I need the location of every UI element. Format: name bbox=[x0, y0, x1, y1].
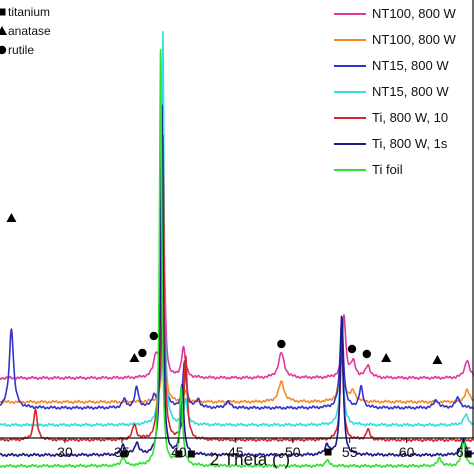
square-marker bbox=[187, 450, 195, 458]
legend-label: Ti foil bbox=[372, 162, 403, 177]
phase-key-label: rutile bbox=[8, 43, 34, 57]
x-tick-label: 30 bbox=[57, 444, 73, 460]
phase-key-triangle-marker bbox=[0, 26, 7, 35]
legend: NT100, 800 W NT100, 800 W NT15, 800 W NT15,… bbox=[334, 6, 457, 177]
series-line bbox=[0, 30, 474, 428]
x-tick-label: 55 bbox=[342, 444, 358, 460]
x-tick-label: 45 bbox=[228, 444, 244, 460]
series-line bbox=[0, 290, 474, 405]
phase-key-circle-marker bbox=[0, 45, 7, 55]
triangle-marker bbox=[6, 213, 17, 222]
square-marker bbox=[120, 450, 128, 458]
phase-key-square-marker bbox=[0, 8, 6, 16]
phase-markers bbox=[6, 213, 472, 458]
x-tick-label: 50 bbox=[285, 444, 301, 460]
circle-marker bbox=[138, 348, 147, 358]
square-marker bbox=[175, 450, 183, 458]
x-tick-label: 40 bbox=[171, 444, 187, 460]
phase-key-label: titanium bbox=[8, 5, 50, 19]
circle-marker bbox=[277, 339, 286, 349]
x-tick-label: 60 bbox=[399, 444, 415, 460]
circle-marker bbox=[347, 344, 357, 354]
legend-label: NT15, 800 W bbox=[372, 58, 449, 73]
legend-label: Ti, 800 W, 1s bbox=[372, 136, 448, 151]
square-marker bbox=[464, 450, 472, 458]
legend-label: NT100, 800 W bbox=[372, 6, 457, 21]
x-tick-label: 65 bbox=[456, 444, 472, 460]
legend-label: Ti, 800 W, 10 bbox=[372, 110, 448, 125]
series-line bbox=[0, 249, 474, 381]
circle-marker bbox=[362, 349, 371, 359]
x-tick-label: 35 bbox=[114, 444, 130, 460]
x-axis-title: 2 Theta (°) bbox=[210, 450, 290, 469]
triangle-marker bbox=[432, 355, 443, 364]
x-axis: 30 35 40 45 50 55 60 65 bbox=[0, 0, 474, 460]
triangle-marker bbox=[381, 353, 392, 362]
phase-key-label: anatase bbox=[8, 24, 51, 38]
series-line bbox=[0, 257, 474, 410]
legend-label: NT100, 800 W bbox=[372, 32, 457, 47]
series-line bbox=[0, 104, 474, 458]
plot-area bbox=[0, 30, 474, 469]
legend-label: NT15, 800 W bbox=[372, 84, 449, 99]
circle-marker bbox=[149, 331, 158, 341]
series-line bbox=[0, 134, 474, 443]
triangle-marker bbox=[129, 353, 140, 362]
series-line bbox=[0, 48, 474, 469]
square-marker bbox=[324, 448, 332, 456]
phase-key: titanium anatase rutile bbox=[0, 5, 51, 57]
